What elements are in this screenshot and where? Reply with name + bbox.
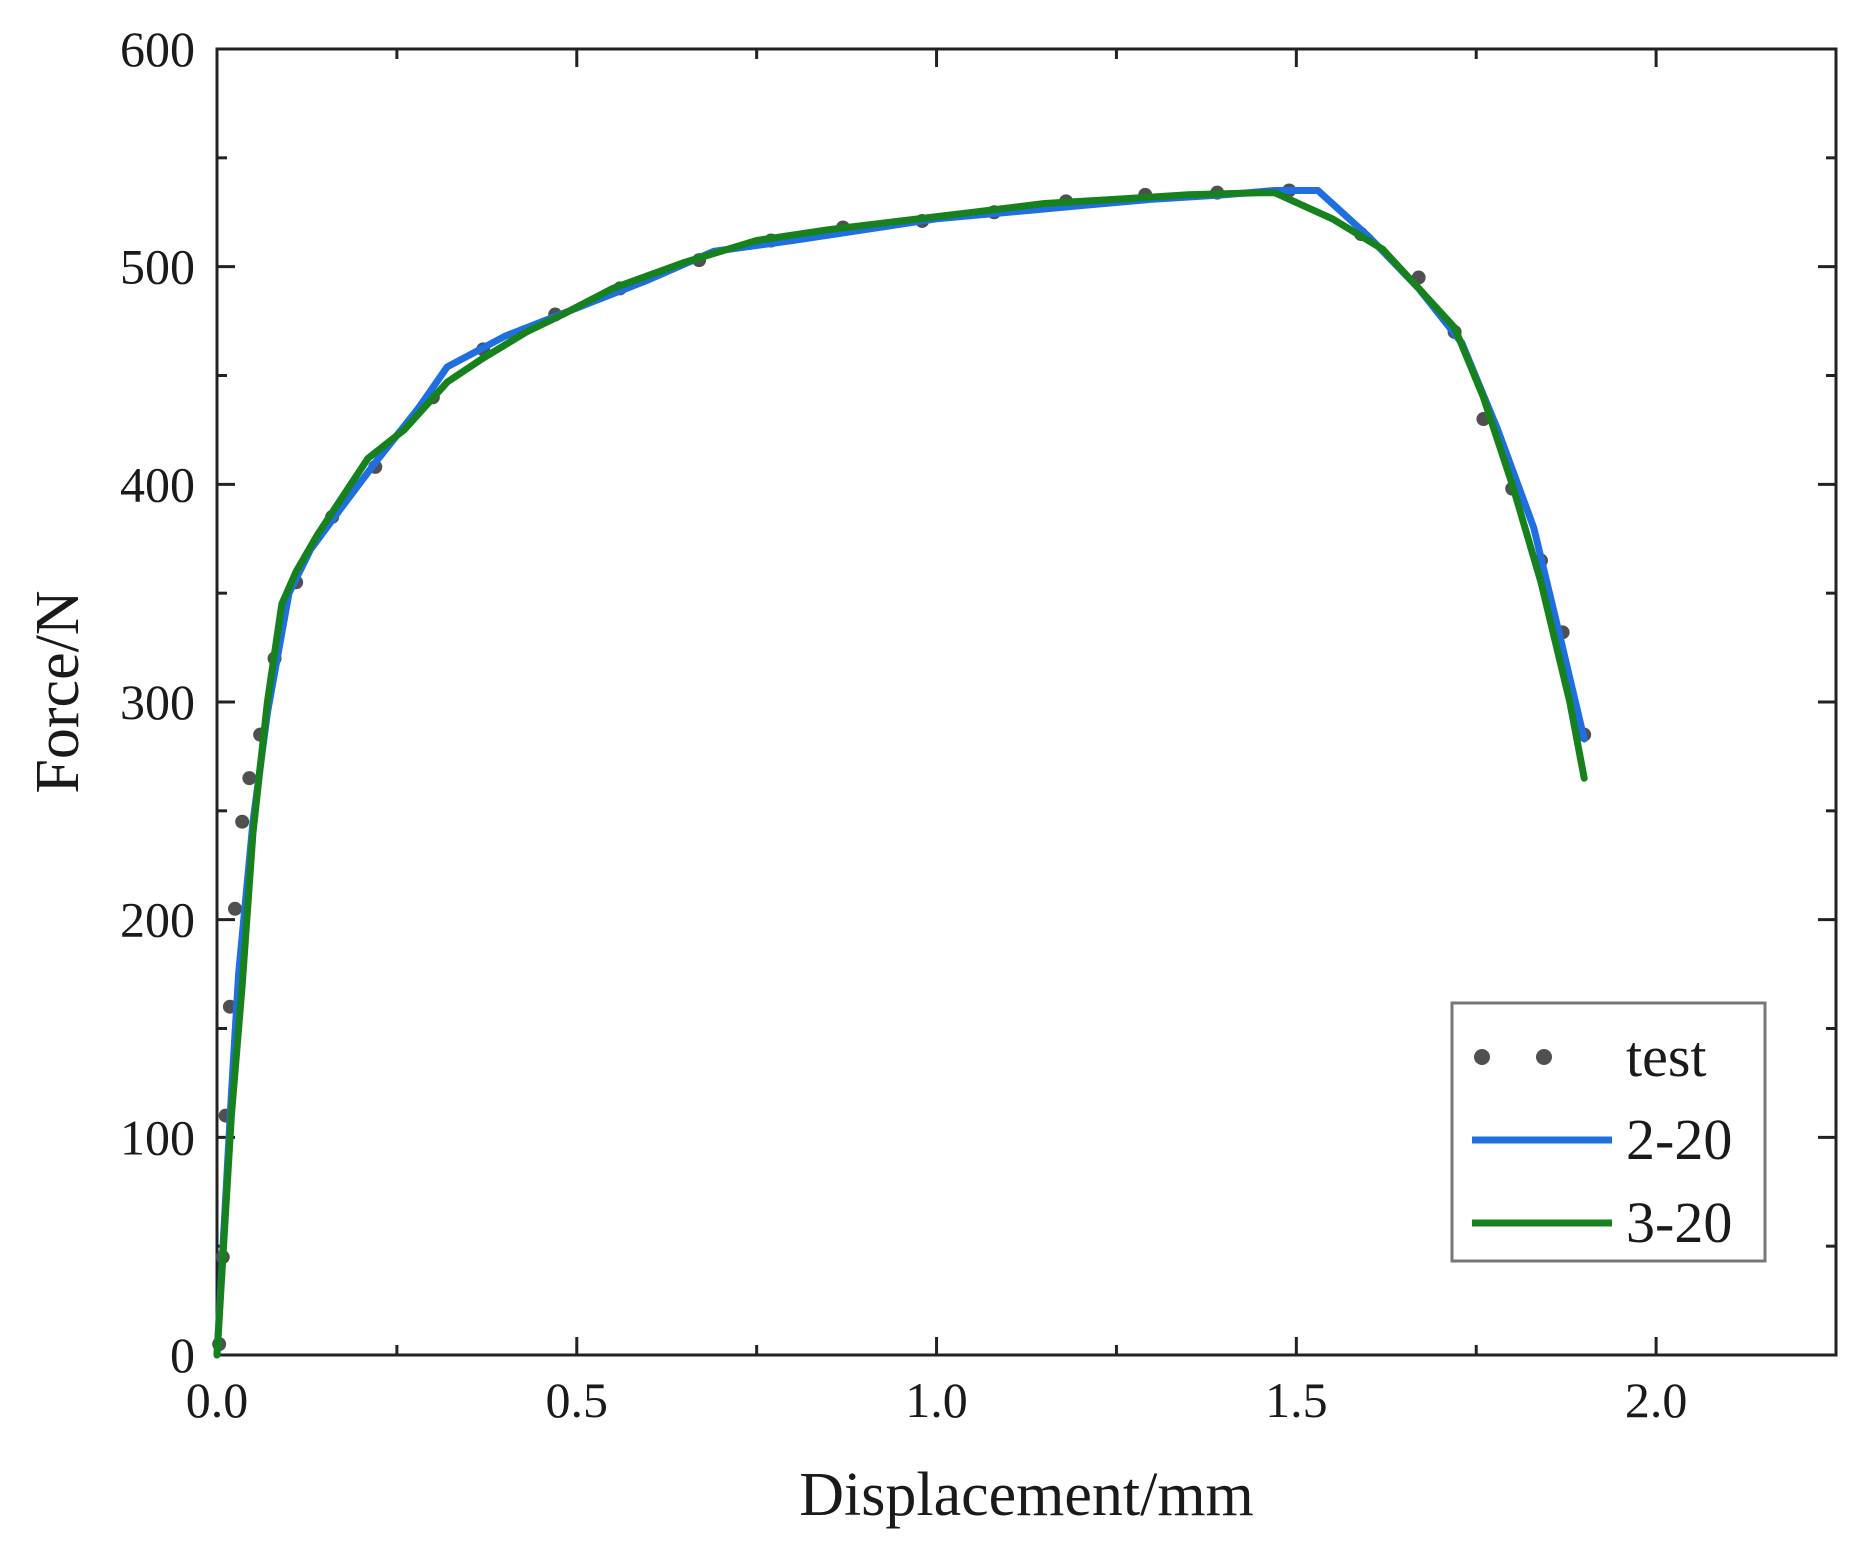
legend-label-3-20: 3-20 [1626, 1190, 1732, 1255]
legend-label-test: test [1626, 1024, 1707, 1089]
axis-labels: Displacement/mm Force/N [24, 590, 1254, 1529]
x-tick-label: 1.5 [1265, 1372, 1328, 1428]
legend-box [1450, 1001, 1767, 1263]
y-tick-label: 600 [120, 21, 195, 77]
x-tick-label: 1.0 [905, 1372, 968, 1428]
x-tick-label: 2.0 [1625, 1372, 1688, 1428]
y-tick-label: 400 [120, 456, 195, 512]
legend: test 2-20 3-20 [1450, 1001, 1767, 1263]
y-tick-label: 0 [170, 1327, 195, 1383]
data-point-test [242, 771, 257, 786]
series-layer [212, 183, 1592, 1359]
y-tick-label: 500 [120, 239, 195, 295]
y-tick-label: 200 [120, 892, 195, 948]
x-tick-label: 0.0 [186, 1372, 249, 1428]
legend-marker-test [1536, 1049, 1552, 1065]
data-point-test [227, 901, 242, 916]
legend-marker-test [1474, 1049, 1490, 1065]
data-point-test [235, 814, 250, 829]
axis-ticks: 0.0 0.5 1.0 1.5 2.0 0 100 200 300 400 500 600 [120, 21, 1836, 1428]
y-tick-label: 300 [120, 674, 195, 730]
x-axis-label: Displacement/mm [799, 1461, 1254, 1529]
series-line-2-20 [213, 187, 1588, 1359]
x-tick-label: 0.5 [546, 1372, 609, 1428]
y-tick-label: 100 [120, 1109, 195, 1165]
y-axis-label: Force/N [24, 590, 92, 793]
legend-label-2-20: 2-20 [1626, 1107, 1732, 1172]
series-line-3-20 [213, 189, 1588, 1359]
